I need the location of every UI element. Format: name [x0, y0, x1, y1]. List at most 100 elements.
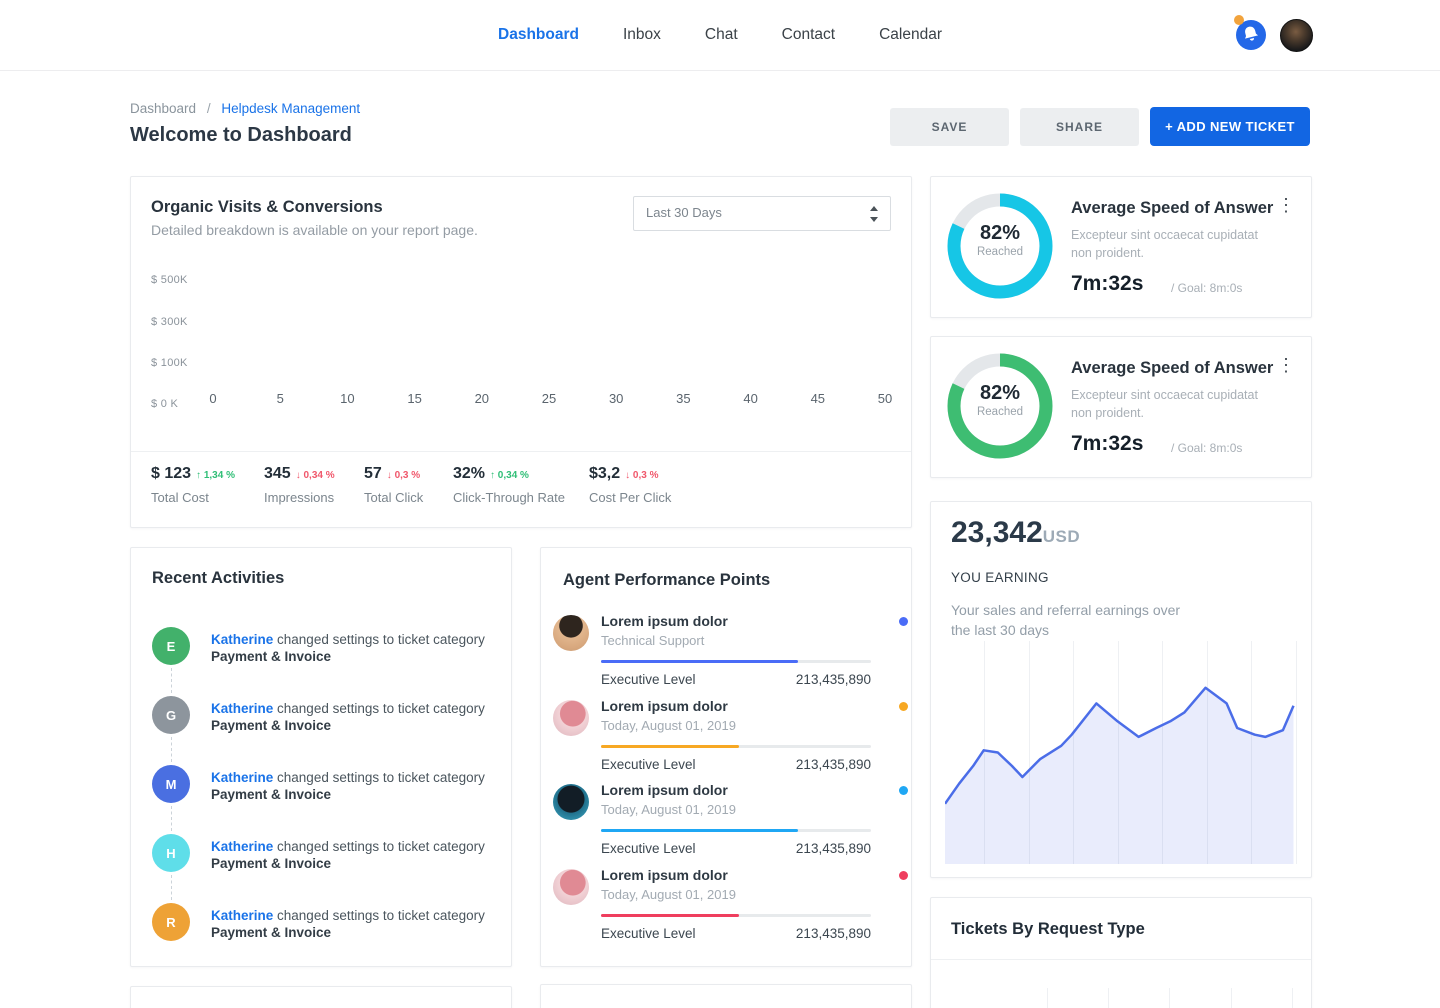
activity-target: Payment & Invoice [211, 925, 332, 940]
area-chart-svg [945, 686, 1295, 864]
gridline [1108, 988, 1109, 1008]
status-dot [899, 786, 908, 795]
kebab-menu-icon[interactable]: ⋮ [1277, 355, 1295, 375]
donut-percent: 82% [979, 222, 1021, 244]
y-tick-label: $ 0 K [151, 398, 179, 410]
nav-link-inbox[interactable]: Inbox [622, 26, 661, 43]
main-nav: Dashboard Inbox Chat Contact Calendar [0, 0, 1440, 70]
activity-user-link[interactable]: Katherine [211, 632, 274, 647]
currency-label: USD [1042, 527, 1081, 546]
card-title: Average Speed of Answer [1071, 199, 1274, 217]
agent-row: Lorem ipsum dolor Today, August 01, 2019 E… [541, 867, 911, 945]
date-range-select[interactable]: Last 30 Days [633, 196, 891, 231]
stat-number: $ 123 [151, 465, 192, 482]
stat-value: 345 ↓ 0,34 % [264, 465, 374, 483]
activity-user-link[interactable]: Katherine [211, 908, 274, 923]
agent-name: Lorem ipsum dolor [601, 867, 728, 883]
earning-area-chart [945, 641, 1297, 864]
status-dot [899, 702, 908, 711]
nav-link-contact[interactable]: Contact [781, 26, 836, 43]
stat-delta: ↓ 0,3 % [625, 470, 659, 481]
kebab-menu-icon[interactable]: ⋮ [1277, 195, 1295, 215]
card-title: Tickets By Request Type [951, 920, 1145, 938]
agent-name: Lorem ipsum dolor [601, 698, 728, 714]
timeline-connector [171, 737, 172, 762]
x-tick-label: 10 [340, 391, 355, 406]
progress-track [601, 660, 871, 663]
nav-link-calendar[interactable]: Calendar [879, 26, 942, 43]
activity-user-link[interactable]: Katherine [211, 839, 274, 854]
nav-link-dashboard[interactable]: Dashboard [498, 26, 579, 43]
activity-target: Payment & Invoice [211, 718, 332, 733]
activity-text: Katherine changed settings to ticket cat… [211, 632, 485, 664]
gridline [1117, 641, 1119, 864]
progress-track [601, 745, 871, 748]
donut-label: Reached [976, 246, 1024, 258]
gridline [1231, 988, 1232, 1008]
stat-delta: ↑ 1,34 % [196, 470, 235, 481]
agent-row: Lorem ipsum dolor Technical Support Execut… [541, 613, 911, 691]
gridline [1162, 641, 1163, 864]
tickets-by-request-type-card: Tickets By Request Type [930, 897, 1312, 1008]
agent-subtitle: Today, August 01, 2019 [601, 887, 736, 902]
breadcrumb-root[interactable]: Dashboard [130, 101, 197, 116]
gridline [984, 641, 985, 864]
chart-gridlines [931, 988, 1311, 1008]
card-title: Average Speed of Answer [1071, 359, 1274, 377]
agent-name: Lorem ipsum dolor [601, 613, 728, 629]
stat-number: 57 [364, 465, 382, 482]
activity-avatar: R [152, 903, 190, 941]
card-title: Organic Visits & Conversions [151, 198, 383, 216]
agent-performance-card: Agent Performance Points Lorem ipsum dol… [540, 547, 912, 967]
user-avatar[interactable] [1280, 19, 1313, 52]
add-new-ticket-button[interactable]: + ADD NEW TICKET [1150, 107, 1310, 146]
gridline [1073, 641, 1074, 864]
save-button[interactable]: SAVE [890, 108, 1009, 146]
activity-user-link[interactable]: Katherine [211, 770, 274, 785]
donut-label: Reached [976, 406, 1024, 418]
share-button[interactable]: SHARE [1020, 108, 1139, 146]
x-tick-label: 15 [407, 391, 422, 406]
agent-name: Lorem ipsum dolor [601, 782, 728, 798]
card-description: Excepteur sint occaecat cupidatat non pr… [1071, 388, 1258, 421]
activity-text: Katherine changed settings to ticket cat… [211, 701, 485, 733]
agent-points: 213,435,890 [795, 841, 871, 856]
activity-avatar: G [152, 696, 190, 734]
breadcrumb-current[interactable]: Helpdesk Management [221, 101, 361, 116]
nav-link-chat[interactable]: Chat [704, 26, 738, 43]
gridline [1169, 988, 1170, 1008]
speed-value: 7m:32s [1071, 272, 1144, 295]
agent-level-label: Executive Level [601, 757, 696, 772]
agent-points: 213,435,890 [795, 672, 871, 687]
stat-label: Cost Per Click [589, 490, 672, 505]
activity-text: Katherine changed settings to ticket cat… [211, 908, 485, 940]
x-tick-label: 50 [877, 391, 893, 406]
agent-level-label: Executive Level [601, 672, 696, 687]
x-tick-label: 35 [676, 391, 691, 406]
x-tick-label: 0 [209, 391, 217, 406]
recent-activities-card: Recent Activities E Katherine changed set… [130, 547, 512, 967]
stat-cost-per-click: $3,2 ↓ 0,3 % Cost Per Click [589, 465, 699, 505]
stat-impressions: 345 ↓ 0,34 % Impressions [264, 465, 374, 505]
card-title: Agent Performance Points [563, 571, 771, 589]
x-axis: 0 5 10 15 20 25 30 35 40 45 50 [209, 391, 892, 406]
activity-user-link[interactable]: Katherine [211, 701, 274, 716]
status-dot [899, 871, 908, 880]
stat-number: 345 [264, 465, 291, 482]
select-arrows-icon [870, 206, 879, 222]
activity-avatar: H [152, 834, 190, 872]
bar-chart [213, 271, 885, 381]
card-description: Excepteur sint occaecat cupidatat non pr… [1071, 228, 1258, 261]
organic-visits-card: Organic Visits & Conversions Detailed br… [130, 176, 912, 528]
x-tick-label: 5 [276, 391, 284, 406]
stat-total-cost: $ 123 ↑ 1,34 % Total Cost [151, 465, 261, 505]
card-title: Recent Activities [152, 569, 285, 587]
gridline [1295, 641, 1297, 864]
stat-value: 32% ↑ 0,34 % [453, 465, 563, 483]
agent-level-label: Executive Level [601, 841, 696, 856]
notifications-button[interactable] [1234, 15, 1266, 50]
agent-subtitle: Today, August 01, 2019 [601, 802, 736, 817]
y-tick-label: $ 100K [151, 357, 188, 369]
x-tick-label: 30 [608, 391, 624, 406]
